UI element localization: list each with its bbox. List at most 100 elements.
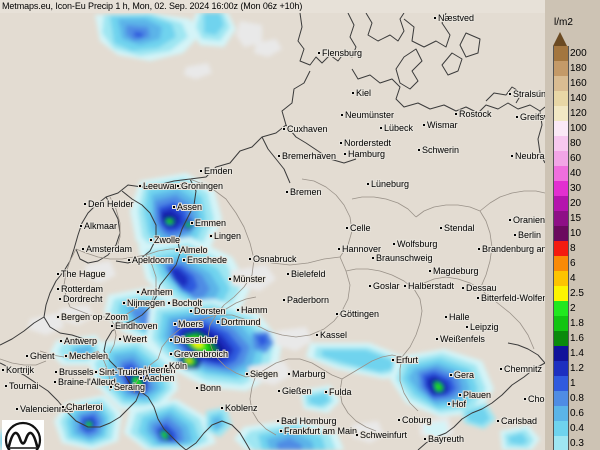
city-name: Heerlen	[144, 365, 176, 375]
city-label: Kiel	[352, 89, 371, 98]
legend-tick-label: 40	[570, 168, 582, 179]
legend-tick-label: 0.6	[570, 408, 584, 419]
city-marker-dot	[57, 272, 59, 275]
city-name: Norderstedt	[344, 138, 392, 148]
city-marker-dot	[516, 115, 518, 118]
city-name: Moers	[178, 319, 204, 329]
city-label: Weißenfels	[436, 335, 485, 344]
legend-tick-label: 80	[570, 138, 582, 149]
city-marker-dot	[436, 337, 438, 340]
precip-cell-northeast-netherlands	[130, 173, 222, 263]
legend-tick-label: 1.4	[570, 348, 584, 359]
city-marker-dot	[191, 221, 193, 224]
city-label: Chemnitz	[500, 365, 542, 374]
city-label: Koblenz	[221, 404, 258, 413]
country-borders-layer	[0, 13, 545, 450]
city-marker-dot	[478, 247, 480, 250]
city-marker-dot	[318, 51, 320, 54]
city-marker-dot	[210, 234, 212, 237]
city-marker-dot	[346, 226, 348, 229]
city-label: Goslar	[369, 282, 400, 291]
city-label: Hamm	[237, 306, 268, 315]
legend-tick-label: 30	[570, 183, 582, 194]
city-marker-dot	[380, 126, 382, 129]
city-label: Braine-l'Alleud	[54, 378, 116, 387]
city-label: Dessau	[462, 284, 497, 293]
city-label: Arnhem	[137, 288, 173, 297]
metmaps-logo-icon: METMAPS	[4, 421, 42, 450]
city-label: Kortrijk	[2, 366, 34, 375]
legend-swatch	[553, 331, 569, 346]
city-marker-dot	[95, 370, 97, 373]
city-marker-dot	[445, 315, 447, 318]
city-label: Enschede	[183, 256, 227, 265]
legend-tick-label: 20	[570, 198, 582, 209]
city-marker-dot	[177, 184, 179, 187]
city-name: Braunschweig	[376, 253, 433, 263]
city-marker-dot	[168, 301, 170, 304]
city-marker-dot	[477, 296, 479, 299]
city-marker-dot	[278, 154, 280, 157]
city-marker-dot	[325, 390, 327, 393]
city-name: Hamm	[241, 305, 268, 315]
city-name: Brussels	[59, 367, 94, 377]
city-name: Leeuwarden	[143, 181, 193, 191]
city-label: Dordrecht	[59, 295, 103, 304]
city-name: Bad Homburg	[281, 416, 337, 426]
city-label: Brandenburg an der Havel	[478, 245, 545, 254]
city-name: Kassel	[320, 330, 348, 340]
city-name: Oranienburg	[513, 215, 545, 225]
legend-swatch	[553, 76, 569, 91]
legend-tick-label: 6	[570, 258, 576, 269]
legend-unit-label: l/m2	[554, 17, 573, 28]
city-label: Halle	[445, 313, 470, 322]
legend-tick-label: 0.4	[570, 423, 584, 434]
legend-tick-labels: 200 180 160 140 120 100 80 60 40 30 20 15 10 8 6 4 2.5 2 1…	[570, 46, 600, 450]
city-name: Schweinfurt	[360, 430, 408, 440]
city-marker-dot	[84, 202, 86, 205]
city-marker-dot	[128, 258, 130, 261]
region-borders-layer	[0, 178, 545, 436]
city-name: Erfurt	[396, 355, 419, 365]
city-marker-dot	[462, 286, 464, 289]
city-label: Valenciennes	[16, 405, 73, 414]
metmaps-logo[interactable]: METMAPS	[2, 420, 44, 450]
city-marker-dot	[356, 433, 358, 436]
city-label: Frankfurt am Main	[280, 427, 357, 436]
city-marker-dot	[424, 437, 426, 440]
city-label: Lübeck	[380, 124, 413, 133]
city-name: Paderborn	[287, 295, 330, 305]
map-graphic	[0, 13, 545, 450]
legend-swatch	[553, 61, 569, 76]
legend-swatch	[553, 121, 569, 136]
legend-swatch	[553, 346, 569, 361]
legend-swatch	[553, 271, 569, 286]
city-label: Fulda	[325, 388, 352, 397]
city-name: Greifswald	[520, 112, 545, 122]
city-label: Assen	[173, 203, 202, 212]
city-label: Braunschweig	[372, 254, 433, 263]
legend-swatch	[553, 301, 569, 316]
legend-swatch	[553, 136, 569, 151]
city-marker-dot	[170, 352, 172, 355]
city-label: Dortmund	[217, 318, 261, 327]
city-marker-dot	[80, 224, 82, 227]
city-name: Coburg	[402, 415, 432, 425]
city-name: Osnabruck	[253, 254, 297, 264]
precip-cell-upper-franconia	[352, 417, 454, 443]
city-name: Flensburg	[322, 48, 363, 58]
legend-swatch	[553, 406, 569, 421]
city-name: Groningen	[181, 181, 224, 191]
city-marker-dot	[190, 309, 192, 312]
map-canvas[interactable]: Næstved Flensburg Kiel Stralsund Neumünster R…	[0, 13, 545, 450]
city-marker-dot	[111, 324, 113, 327]
city-name: Hof	[452, 399, 467, 409]
city-label: Celle	[346, 224, 371, 233]
city-label: Wismar	[423, 121, 458, 130]
city-marker-dot	[398, 418, 400, 421]
city-name: Düsseldorf	[174, 335, 218, 345]
city-marker-dot	[55, 370, 57, 373]
city-label: Magdeburg	[429, 267, 479, 276]
legend-tick-label: 2.5	[570, 288, 584, 299]
legend-tick-label: 60	[570, 153, 582, 164]
